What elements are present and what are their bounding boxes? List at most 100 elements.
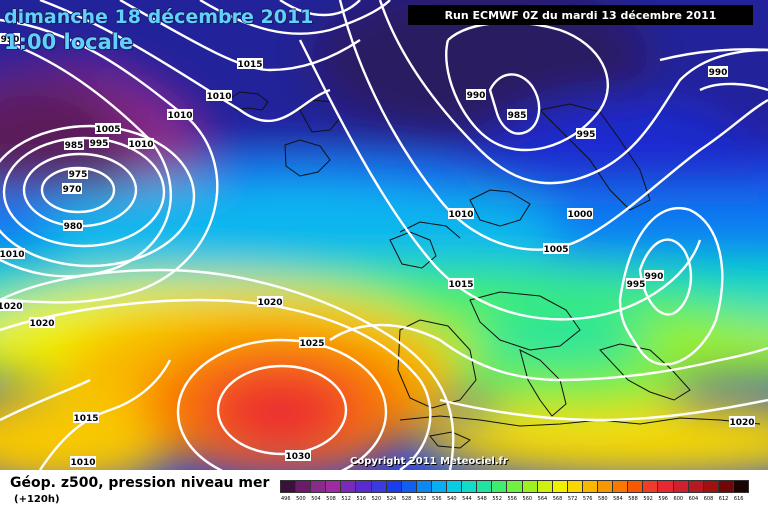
isobar-label-bg (507, 109, 527, 120)
isobar-label-bg (448, 278, 474, 289)
scale-level-label: 532 (416, 496, 427, 502)
scale-level-label: 528 (401, 496, 412, 502)
scale-swatch (461, 480, 478, 493)
isobar-label-bg (448, 208, 474, 219)
scale-swatch (687, 480, 704, 493)
isobar-label-bg (729, 416, 755, 427)
isobar-label-bg (128, 138, 154, 149)
isobar-label-bg (708, 66, 728, 77)
scale-level-label: 516 (356, 496, 367, 502)
scale-level-label: 544 (462, 496, 472, 502)
isobar-label-bg (0, 248, 25, 259)
isobar-label: 1030 (285, 452, 310, 462)
scale-swatch (732, 480, 749, 493)
scale-level-label: 556 (507, 496, 517, 502)
scale-level-label: 584 (613, 496, 623, 502)
isobar-label-bg (73, 412, 99, 423)
scale-level-label: 508 (326, 496, 336, 502)
scale-level-label: 548 (477, 496, 487, 502)
isobar-label: 990 (709, 68, 728, 78)
isobar-label-bg (576, 128, 596, 139)
map-area: 950 1015 1010 1010 1005 1010 985 995 975 970 980 10… (0, 0, 768, 470)
isobar-label: 1005 (543, 245, 568, 255)
isobar-label-bg (167, 109, 193, 120)
scale-swatch (612, 480, 629, 493)
scale-level-label: 500 (296, 496, 306, 502)
scale-swatch (355, 480, 372, 493)
scale-level-label: 572 (567, 496, 578, 502)
isobar-label: 1015 (237, 60, 262, 70)
scale-swatch (325, 480, 342, 493)
isobar-label: 970 (63, 185, 82, 195)
isobar-label: 1010 (0, 250, 25, 260)
scale-swatch (521, 480, 538, 493)
scale-swatch (597, 480, 614, 493)
isobar-label-bg (626, 278, 646, 289)
copyright-text: Copyright 2011 Meteociel.fr (350, 456, 508, 467)
scale-swatch (280, 480, 297, 493)
scale-swatch (310, 480, 327, 493)
scale-swatch (657, 480, 674, 493)
scale-swatch (295, 480, 312, 493)
isobar-label-bg (543, 243, 569, 254)
isobar-label: 995 (577, 130, 596, 140)
scale-swatch (566, 480, 583, 493)
isobar-label: 995 (627, 280, 646, 290)
geopotential-map: 950 1015 1010 1010 1005 1010 985 995 975 970 980 10… (0, 0, 768, 470)
scale-swatch (506, 480, 523, 493)
isobar-label: 1010 (128, 140, 153, 150)
isobar-label-bg (237, 58, 263, 69)
legend-title: Géop. z500, pression niveau mer (10, 475, 270, 491)
scale-level-label: 564 (537, 496, 548, 502)
scale-swatch (385, 480, 402, 493)
isobar-label-bg (206, 90, 232, 101)
isobar-label: 995 (90, 139, 109, 149)
scale-swatch (340, 480, 357, 493)
isobar-label: 1020 (729, 418, 754, 428)
scale-level-label: 600 (673, 496, 684, 502)
scale-swatch (717, 480, 734, 493)
scale-swatch (627, 480, 644, 493)
scale-swatch (415, 480, 432, 493)
isobar-label: 980 (64, 222, 83, 232)
isobar-label-bg (95, 123, 121, 134)
scale-level-label: 612 (718, 496, 729, 502)
scale-swatch (400, 480, 417, 493)
scale-level-label: 576 (582, 496, 593, 502)
scale-level-label: 512 (341, 496, 351, 502)
isobar-label: 950 (1, 35, 20, 45)
isobar-label: 1010 (206, 92, 231, 102)
scale-level-label: 496 (281, 496, 291, 502)
isobar-label-bg (0, 33, 20, 44)
scale-level-label: 592 (643, 496, 653, 502)
isobar-label: 985 (65, 141, 84, 151)
isobar-label-bg (257, 296, 283, 307)
scale-level-label: 520 (371, 496, 382, 502)
color-scale: 496 500 504 508 512 516 520 524 528 532 536 540 544 5… (280, 480, 749, 510)
scale-swatch (476, 480, 493, 493)
isobar-label-bg (299, 337, 325, 348)
isobar-label: 1020 (0, 302, 23, 312)
isobar-label: 1010 (70, 458, 95, 468)
isobar-label-bg (466, 89, 486, 100)
isobar-label: 990 (645, 272, 664, 282)
scale-level-label: 596 (658, 496, 668, 502)
isobar-label-bg (29, 317, 55, 328)
scale-level-label: 568 (552, 496, 563, 502)
isobar-label: 1015 (73, 414, 98, 424)
isobar-labels: 950 1015 1010 1010 1005 1010 985 995 975 970 980 10… (0, 33, 755, 468)
isobar-label: 1010 (448, 210, 473, 220)
scale-level-label: 608 (703, 496, 714, 502)
scale-swatch (491, 480, 508, 493)
scale-level-label: 540 (447, 496, 457, 502)
isobar-label: 990 (467, 91, 486, 101)
isobar-label: 1010 (167, 111, 192, 121)
isobar-label-bg (68, 168, 88, 179)
scale-swatch (536, 480, 553, 493)
legend-footer: Géop. z500, pression niveau mer (+120h) … (0, 470, 768, 512)
scale-level-label: 588 (628, 496, 638, 502)
isobar-label-bg (63, 220, 83, 231)
run-info-banner: Run ECMWF 0Z du mardi 13 décembre 2011 (408, 5, 753, 25)
scale-level-label: 504 (311, 496, 321, 502)
scale-level-label: 604 (688, 496, 699, 502)
